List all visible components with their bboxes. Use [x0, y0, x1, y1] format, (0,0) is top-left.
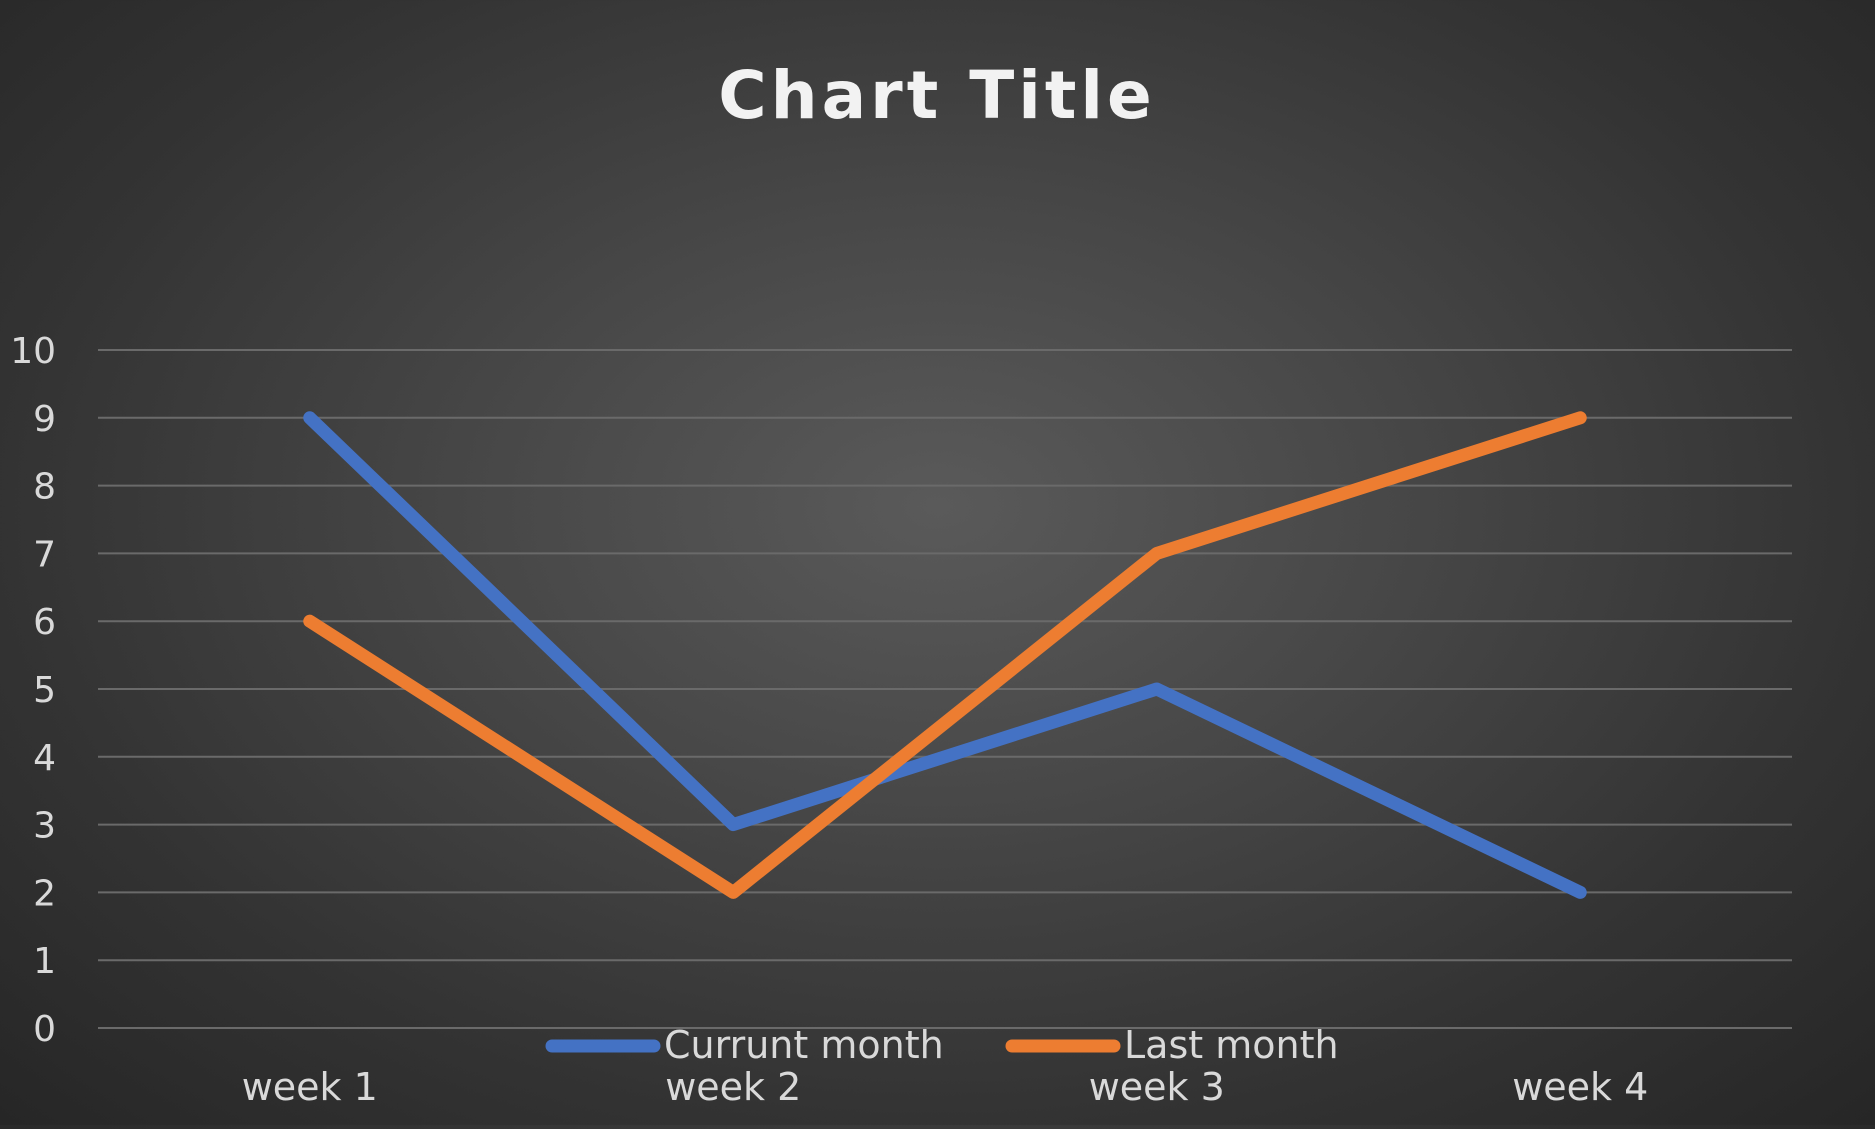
series-line	[310, 418, 1581, 893]
y-tick-label: 3	[33, 806, 56, 847]
y-tick-label: 0	[33, 1009, 56, 1050]
y-axis-tick-labels: 0 1 2 3 4 5 6 7 8 9 10	[10, 331, 56, 1050]
series-1	[310, 418, 1581, 893]
x-tick-label: week 3	[1089, 1065, 1225, 1109]
y-tick-label: 10	[10, 331, 56, 372]
y-tick-label: 9	[33, 399, 56, 440]
y-tick-label: 1	[33, 941, 56, 982]
y-tick-label: 4	[33, 738, 56, 779]
series-lines	[310, 418, 1581, 893]
legend-label: Last month	[1124, 1023, 1339, 1067]
y-tick-label: 6	[33, 602, 56, 643]
legend-item: Currunt month	[552, 1023, 944, 1067]
legend-label: Currunt month	[664, 1023, 944, 1067]
x-tick-label: week 4	[1512, 1065, 1648, 1109]
series-0	[310, 418, 1581, 893]
series-line	[310, 418, 1581, 893]
chart-title: Chart Title	[718, 57, 1156, 134]
x-axis-tick-labels: week 1 week 2 week 3 week 4	[242, 1065, 1649, 1109]
x-tick-label: week 1	[242, 1065, 378, 1109]
legend-item: Last month	[1012, 1023, 1339, 1067]
y-tick-label: 7	[33, 534, 56, 575]
y-tick-label: 5	[33, 670, 56, 711]
y-tick-label: 8	[33, 467, 56, 508]
x-tick-label: week 2	[665, 1065, 801, 1109]
legend: Currunt month Last month	[552, 1023, 1339, 1067]
y-tick-label: 2	[33, 873, 56, 914]
